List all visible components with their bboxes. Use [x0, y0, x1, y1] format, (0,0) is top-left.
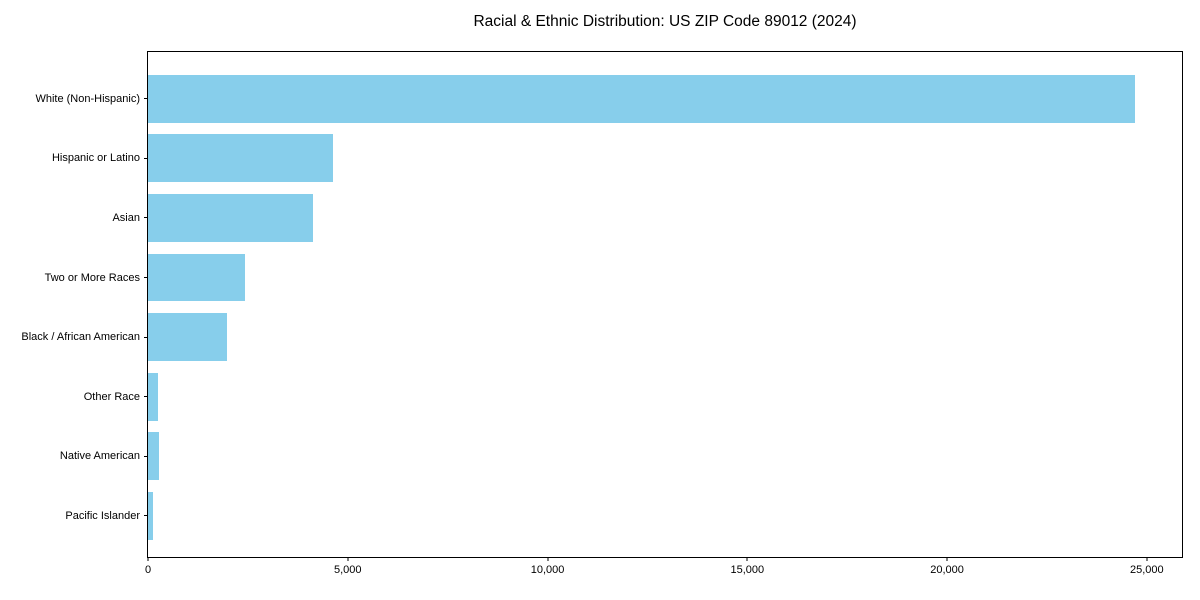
- bar-hispanic-or-latino: [148, 134, 334, 183]
- y-tick: [144, 515, 148, 517]
- y-tick-label-other-race: Other Race: [83, 390, 140, 403]
- x-tick-label-0: 0: [144, 564, 152, 576]
- x-tick-label-15-000: 15,000: [730, 564, 765, 576]
- x-tick-label-10-000: 10,000: [530, 564, 565, 576]
- bar-two-or-more-races: [148, 253, 246, 302]
- bar-other-race: [148, 372, 158, 421]
- x-tick-label-25-000: 25,000: [1130, 564, 1164, 576]
- bar-pacific-islander: [148, 492, 153, 540]
- bar-white-non-hispanic: [148, 74, 1135, 123]
- bar-black-african-american: [148, 313, 228, 361]
- bar-asian: [148, 194, 313, 242]
- plot-area: White (Non-Hispanic) Hispanic or Latino As…: [21, 51, 1183, 576]
- x-tick: [946, 557, 948, 561]
- y-tick-label-black-african-american: Black / African American: [21, 331, 140, 344]
- y-tick-label-native-american: Native American: [59, 450, 140, 463]
- x-tick: [547, 557, 549, 561]
- y-tick: [144, 98, 148, 100]
- x-tick: [746, 557, 748, 561]
- y-tick: [144, 396, 148, 398]
- chart-title: Racial & Ethnic Distribution: US ZIP Cod…: [473, 13, 857, 30]
- y-tick: [144, 157, 148, 159]
- x-tick-label-5-000: 5,000: [334, 564, 362, 576]
- x-tick-label-20-000: 20,000: [930, 564, 964, 576]
- x-tick: [147, 557, 149, 561]
- y-tick-label-pacific-islander: Pacific Islander: [65, 509, 140, 522]
- x-tick: [1146, 557, 1148, 561]
- y-tick-label-two-or-more-races: Two or More Races: [44, 271, 140, 284]
- y-tick-label-white-non-hispanic: White (Non-Hispanic): [35, 92, 140, 105]
- y-tick-label-hispanic-or-latino: Hispanic or Latino: [51, 152, 140, 165]
- y-tick: [144, 455, 148, 457]
- y-tick-label-asian: Asian: [112, 211, 140, 224]
- x-tick: [347, 557, 349, 561]
- y-tick: [144, 336, 148, 338]
- y-tick: [144, 217, 148, 219]
- bar-native-american: [148, 432, 159, 481]
- y-tick: [144, 277, 148, 278]
